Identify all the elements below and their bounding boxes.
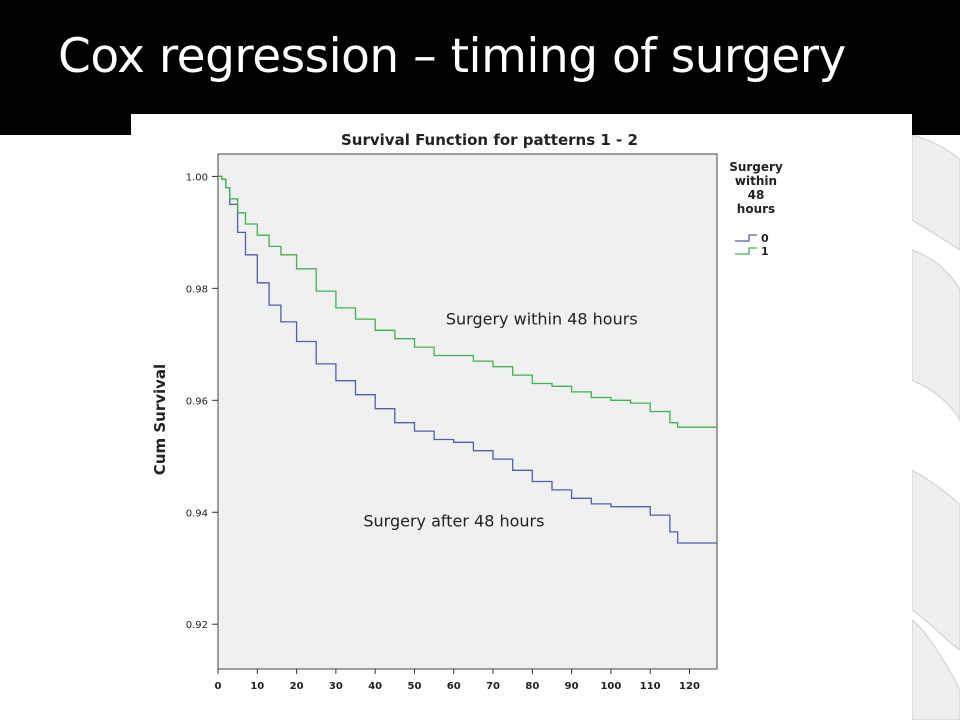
y-tick-label: 1.00 — [186, 172, 208, 183]
series-line-0 — [218, 175, 717, 544]
x-tick-label: 80 — [525, 681, 539, 692]
x-tick-label: 110 — [640, 681, 661, 692]
legend-entry-label: 1 — [761, 245, 769, 258]
plot-area — [217, 153, 718, 670]
series-layer — [218, 175, 717, 544]
x-tick-label: 0 — [215, 681, 222, 692]
legend-title-line: 48 — [748, 188, 765, 202]
annotation-layer: Surgery within 48 hours Surgery after 48 … — [363, 310, 637, 531]
legend-title-line: hours — [737, 202, 775, 216]
y-axis-label: Cum Survival — [151, 364, 169, 475]
legend-title-line: within — [735, 174, 777, 188]
slide-title: Cox regression – timing of surgery — [58, 29, 846, 84]
spine-illustration — [911, 134, 960, 720]
y-tick-label: 0.92 — [186, 620, 208, 631]
y-tick-label: 0.98 — [186, 284, 208, 295]
x-tick-label: 60 — [447, 681, 461, 692]
chart-panel: 0.92 0.94 0.96 0.98 1.00 0 10 20 30 40 50 60 70 80 90… — [131, 114, 912, 720]
x-tick-label: 40 — [368, 681, 382, 692]
x-tick-label: 20 — [290, 681, 304, 692]
legend-swatch-0 — [735, 234, 757, 242]
x-tick-label: 50 — [407, 681, 421, 692]
x-tick-label: 30 — [329, 681, 343, 692]
y-axis: 0.92 0.94 0.96 0.98 1.00 — [186, 172, 218, 631]
legend-swatch-1 — [735, 247, 757, 255]
annotation-label: Surgery within 48 hours — [446, 310, 638, 329]
legend-title-line: Surgery — [729, 160, 783, 174]
y-tick-label: 0.96 — [186, 396, 208, 407]
title-bar: Cox regression – timing of surgery — [0, 0, 960, 135]
x-tick-label: 100 — [600, 681, 621, 692]
legend-entry-label: 0 — [761, 232, 769, 245]
chart-title: Survival Function for patterns 1 - 2 — [341, 131, 638, 149]
x-axis: 0 10 20 30 40 50 60 70 80 90 100 110 120 — [215, 669, 700, 692]
x-tick-label: 90 — [565, 681, 579, 692]
y-tick-label: 0.94 — [186, 508, 208, 519]
annotation-label: Surgery after 48 hours — [363, 511, 544, 530]
survival-chart: 0.920.940.960.981.00 0 10 20 30 40 50 60 70 80 90… — [151, 131, 783, 692]
x-tick-label: 70 — [486, 681, 500, 692]
series-line-1 — [218, 175, 717, 428]
x-tick-label: 120 — [679, 681, 700, 692]
x-tick-label: 10 — [250, 681, 264, 692]
